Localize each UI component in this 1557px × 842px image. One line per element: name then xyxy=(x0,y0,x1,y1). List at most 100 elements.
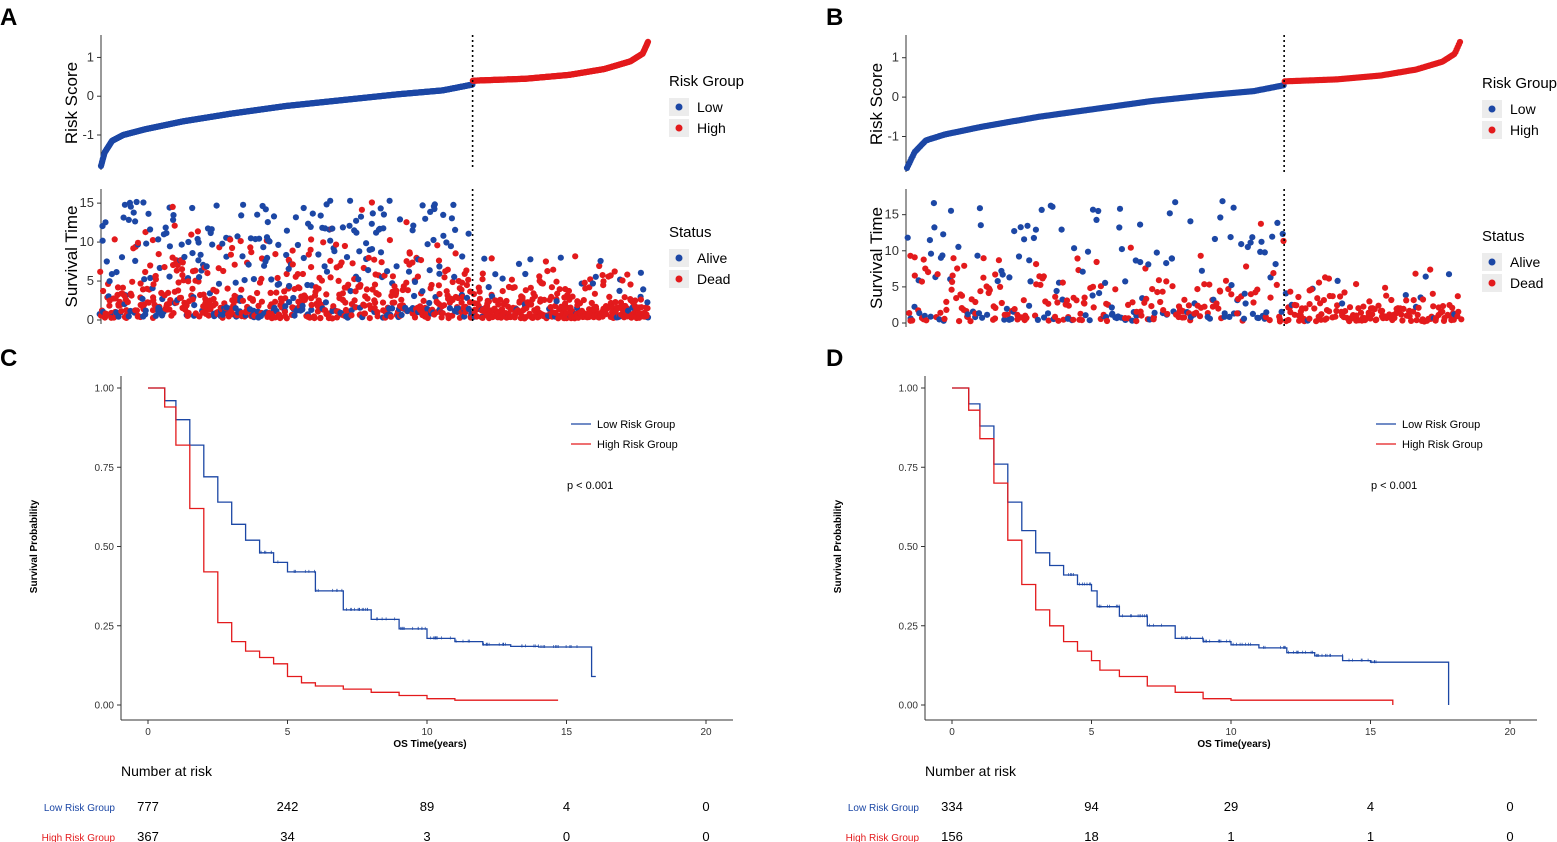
risk-y-axis-title: Risk Score xyxy=(867,63,886,145)
survival-point-alive xyxy=(398,311,405,318)
survival-point-alive xyxy=(436,263,443,270)
survival-point-alive xyxy=(185,238,192,246)
survival-point-dead xyxy=(544,268,551,275)
survival-point-dead xyxy=(173,267,180,274)
risk-table-count: 0 xyxy=(563,829,570,842)
survival-point-dead xyxy=(949,272,956,279)
survival-point-dead xyxy=(449,278,456,286)
survival-point-alive xyxy=(103,258,110,265)
survival-point-dead xyxy=(272,298,279,305)
survival-point-dead xyxy=(1103,317,1111,325)
survival-point-alive xyxy=(147,226,154,233)
survival-point-dead xyxy=(1458,316,1465,323)
risk-point-high xyxy=(1456,38,1464,46)
km-y-tick-label: 0.75 xyxy=(95,463,115,474)
risk-table-count: 367 xyxy=(137,829,159,842)
survival-point-dead xyxy=(522,287,529,294)
survival-point-dead xyxy=(272,251,279,258)
survival-point-dead xyxy=(611,268,618,275)
survival-point-dead xyxy=(202,295,209,303)
survival-point-alive xyxy=(431,201,438,208)
survival-point-dead xyxy=(606,293,613,300)
survival-point-dead xyxy=(531,293,539,300)
panel-label: B xyxy=(826,4,843,31)
survival-point-alive xyxy=(411,278,419,285)
survival-point-dead xyxy=(536,273,543,280)
survival-point-alive xyxy=(1021,236,1028,243)
survival-point-dead xyxy=(1197,252,1204,259)
survival-point-dead xyxy=(1065,302,1072,309)
risk-score-points xyxy=(97,38,652,170)
survival-point-dead xyxy=(315,297,322,304)
km-x-axis-title: OS Time(years) xyxy=(1197,739,1270,750)
survival-point-dead xyxy=(607,272,614,279)
risk-point-high xyxy=(644,38,652,46)
survival-point-alive xyxy=(1238,241,1245,248)
survival-point-alive xyxy=(1153,249,1160,256)
survival-point-alive xyxy=(266,238,273,245)
survival-point-dead xyxy=(1318,311,1325,318)
survival-point-dead xyxy=(1148,303,1155,310)
survival-point-dead xyxy=(581,279,588,286)
survival-point-dead xyxy=(1023,314,1030,321)
legend-key-high xyxy=(675,124,683,132)
survival-point-dead xyxy=(435,282,442,289)
survival-point-dead xyxy=(972,298,979,306)
survival-point-dead xyxy=(992,304,999,311)
survival-point-alive xyxy=(353,217,360,224)
survival-point-dead xyxy=(239,297,247,304)
survival-point-alive xyxy=(451,273,458,280)
survival-point-dead xyxy=(175,279,182,286)
survival-point-dead xyxy=(349,260,356,267)
survival-point-alive xyxy=(208,226,215,233)
survival-point-dead xyxy=(231,261,238,268)
survival-point-alive xyxy=(1227,234,1234,241)
survival-point-alive xyxy=(290,294,297,302)
survival-point-dead xyxy=(465,276,472,283)
survival-point-dead xyxy=(1320,297,1327,304)
risk-table-count: 156 xyxy=(941,829,963,842)
survival-point-dead xyxy=(1315,279,1323,286)
survival-point-alive xyxy=(347,197,354,204)
survival-point-alive xyxy=(1044,310,1052,317)
survival-point-dead xyxy=(644,305,651,312)
survival-point-dead xyxy=(1454,293,1461,300)
survival-point-alive xyxy=(410,222,417,229)
survival-point-dead xyxy=(393,287,400,295)
survival-point-alive xyxy=(1049,203,1056,210)
survival-point-alive xyxy=(327,237,334,244)
survival-point-dead xyxy=(479,276,486,283)
survival-point-alive xyxy=(268,276,275,283)
survival-point-alive xyxy=(640,286,647,293)
survival-point-dead xyxy=(149,237,156,244)
survival-point-dead xyxy=(1257,220,1264,227)
survival-point-dead xyxy=(954,265,961,272)
survival-point-alive xyxy=(440,232,447,239)
survival-point-dead xyxy=(1403,297,1410,304)
survival-point-dead xyxy=(992,271,999,278)
survival-point-alive xyxy=(299,302,306,309)
panel-label: D xyxy=(826,345,843,372)
survival-point-dead xyxy=(556,286,563,293)
survival-point-dead xyxy=(142,229,149,236)
survival-point-dead xyxy=(371,256,378,263)
survival-point-alive xyxy=(1116,205,1124,212)
survival-point-alive xyxy=(315,251,322,258)
survival-point-dead xyxy=(624,271,631,278)
survival-point-dead xyxy=(375,291,382,298)
survival-point-dead xyxy=(1074,255,1081,262)
survival-point-dead xyxy=(184,312,191,319)
survival-point-dead xyxy=(1059,279,1066,286)
survival-point-dead xyxy=(463,282,470,289)
survival-point-dead xyxy=(352,288,359,295)
survival-point-alive xyxy=(239,253,246,260)
survival-point-dead xyxy=(1415,304,1422,311)
survival-point-dead xyxy=(553,278,560,285)
survival-point-dead xyxy=(943,298,950,305)
survival-point-alive xyxy=(1172,199,1179,206)
survival-point-dead xyxy=(1045,300,1052,307)
survival-point-dead xyxy=(1379,307,1386,314)
survival-point-alive xyxy=(440,211,447,218)
survival-point-dead xyxy=(248,249,255,256)
survival-point-alive xyxy=(380,225,387,232)
